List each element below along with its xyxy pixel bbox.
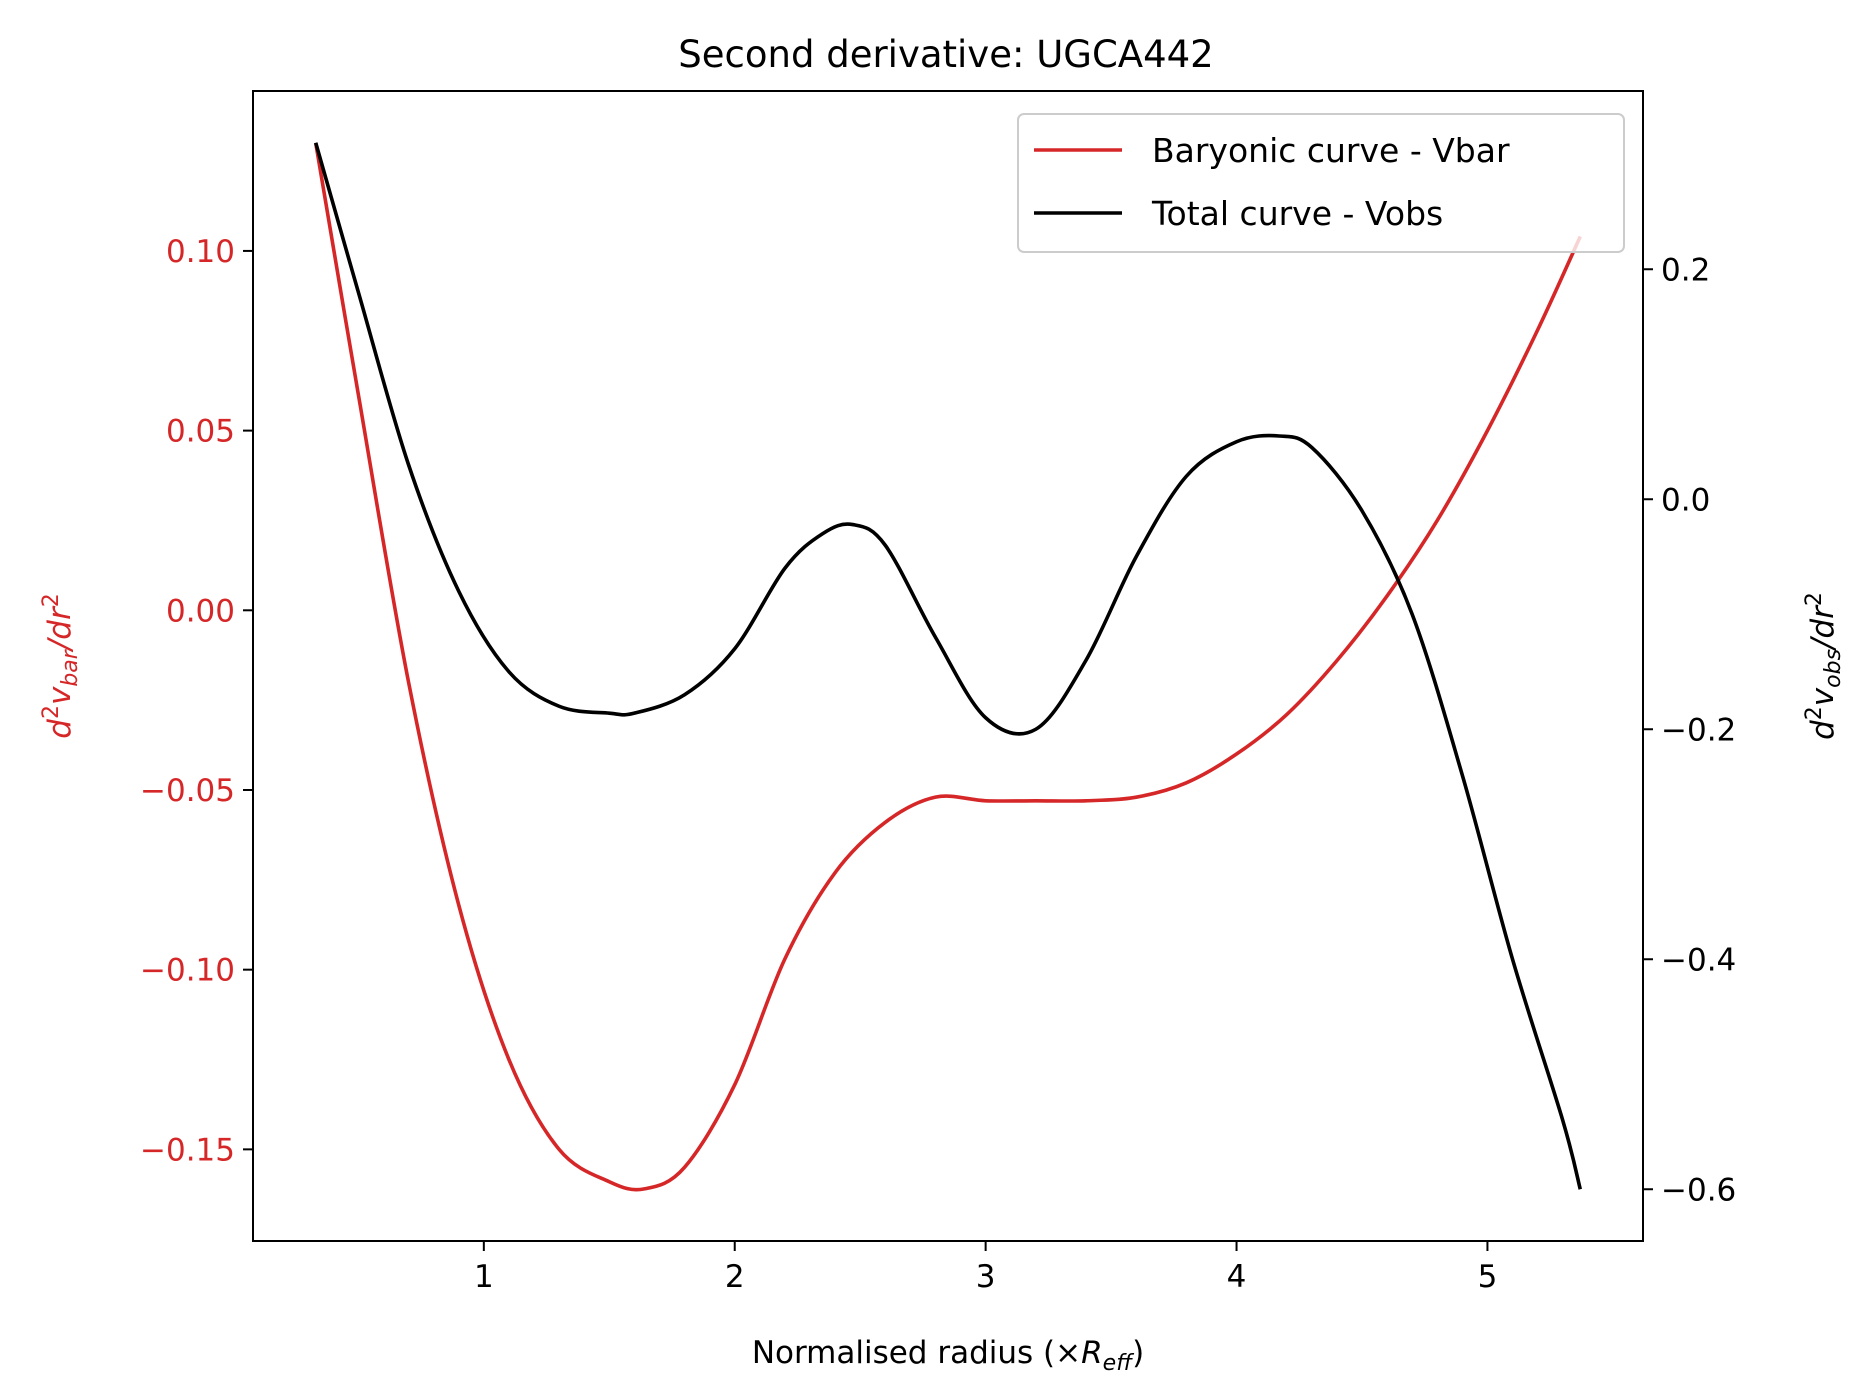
total-curve-line <box>313 142 1583 1190</box>
series-layer <box>313 142 1583 1192</box>
y-right-tick-label: 0.0 <box>1661 482 1710 518</box>
y-right-tick-label: −0.4 <box>1661 942 1736 978</box>
x-tick-label: 2 <box>725 1259 745 1295</box>
y-right-tick-label: −0.6 <box>1661 1172 1736 1208</box>
y-left-tick-label: −0.05 <box>140 773 235 809</box>
y-left-tick-label: 0.10 <box>166 234 235 270</box>
y-right-tick-label: −0.2 <box>1661 712 1736 748</box>
y-left-tick-label: −0.10 <box>140 953 235 989</box>
y-axis-right: 0.2 0.0 −0.2 −0.4 −0.6 <box>1643 252 1736 1208</box>
legend-label-total: Total curve - Vobs <box>1151 194 1443 233</box>
y-right-tick-label: 0.2 <box>1661 252 1710 288</box>
x-tick-label: 5 <box>1478 1259 1498 1295</box>
plot-frame <box>252 90 1644 1242</box>
y-left-tick-label: −0.15 <box>140 1132 235 1168</box>
legend-box <box>1017 113 1625 253</box>
y-left-tick-label: 0.00 <box>166 593 235 629</box>
legend: Baryonic curve - Vbar Total curve - Vobs <box>1017 113 1625 253</box>
x-axis: 1 2 3 4 5 <box>474 1241 1497 1295</box>
y-axis-left: 0.10 0.05 0.00 −0.05 −0.10 −0.15 <box>140 234 253 1168</box>
x-tick-label: 1 <box>474 1259 494 1295</box>
x-tick-label: 4 <box>1227 1259 1247 1295</box>
x-tick-label: 3 <box>976 1259 996 1295</box>
legend-label-baryonic: Baryonic curve - Vbar <box>1152 131 1510 170</box>
x-axis-title: Normalised radius (×Reff) <box>752 1335 1144 1376</box>
y-axis-right-title: d2vobs/dr2 <box>1802 592 1846 740</box>
y-left-tick-label: 0.05 <box>166 414 235 450</box>
y-axis-left-title: d2vbar/dr2 <box>39 593 83 738</box>
baryonic-curve-line <box>313 142 1582 1192</box>
chart-title: Second derivative: UGCA442 <box>678 33 1213 76</box>
